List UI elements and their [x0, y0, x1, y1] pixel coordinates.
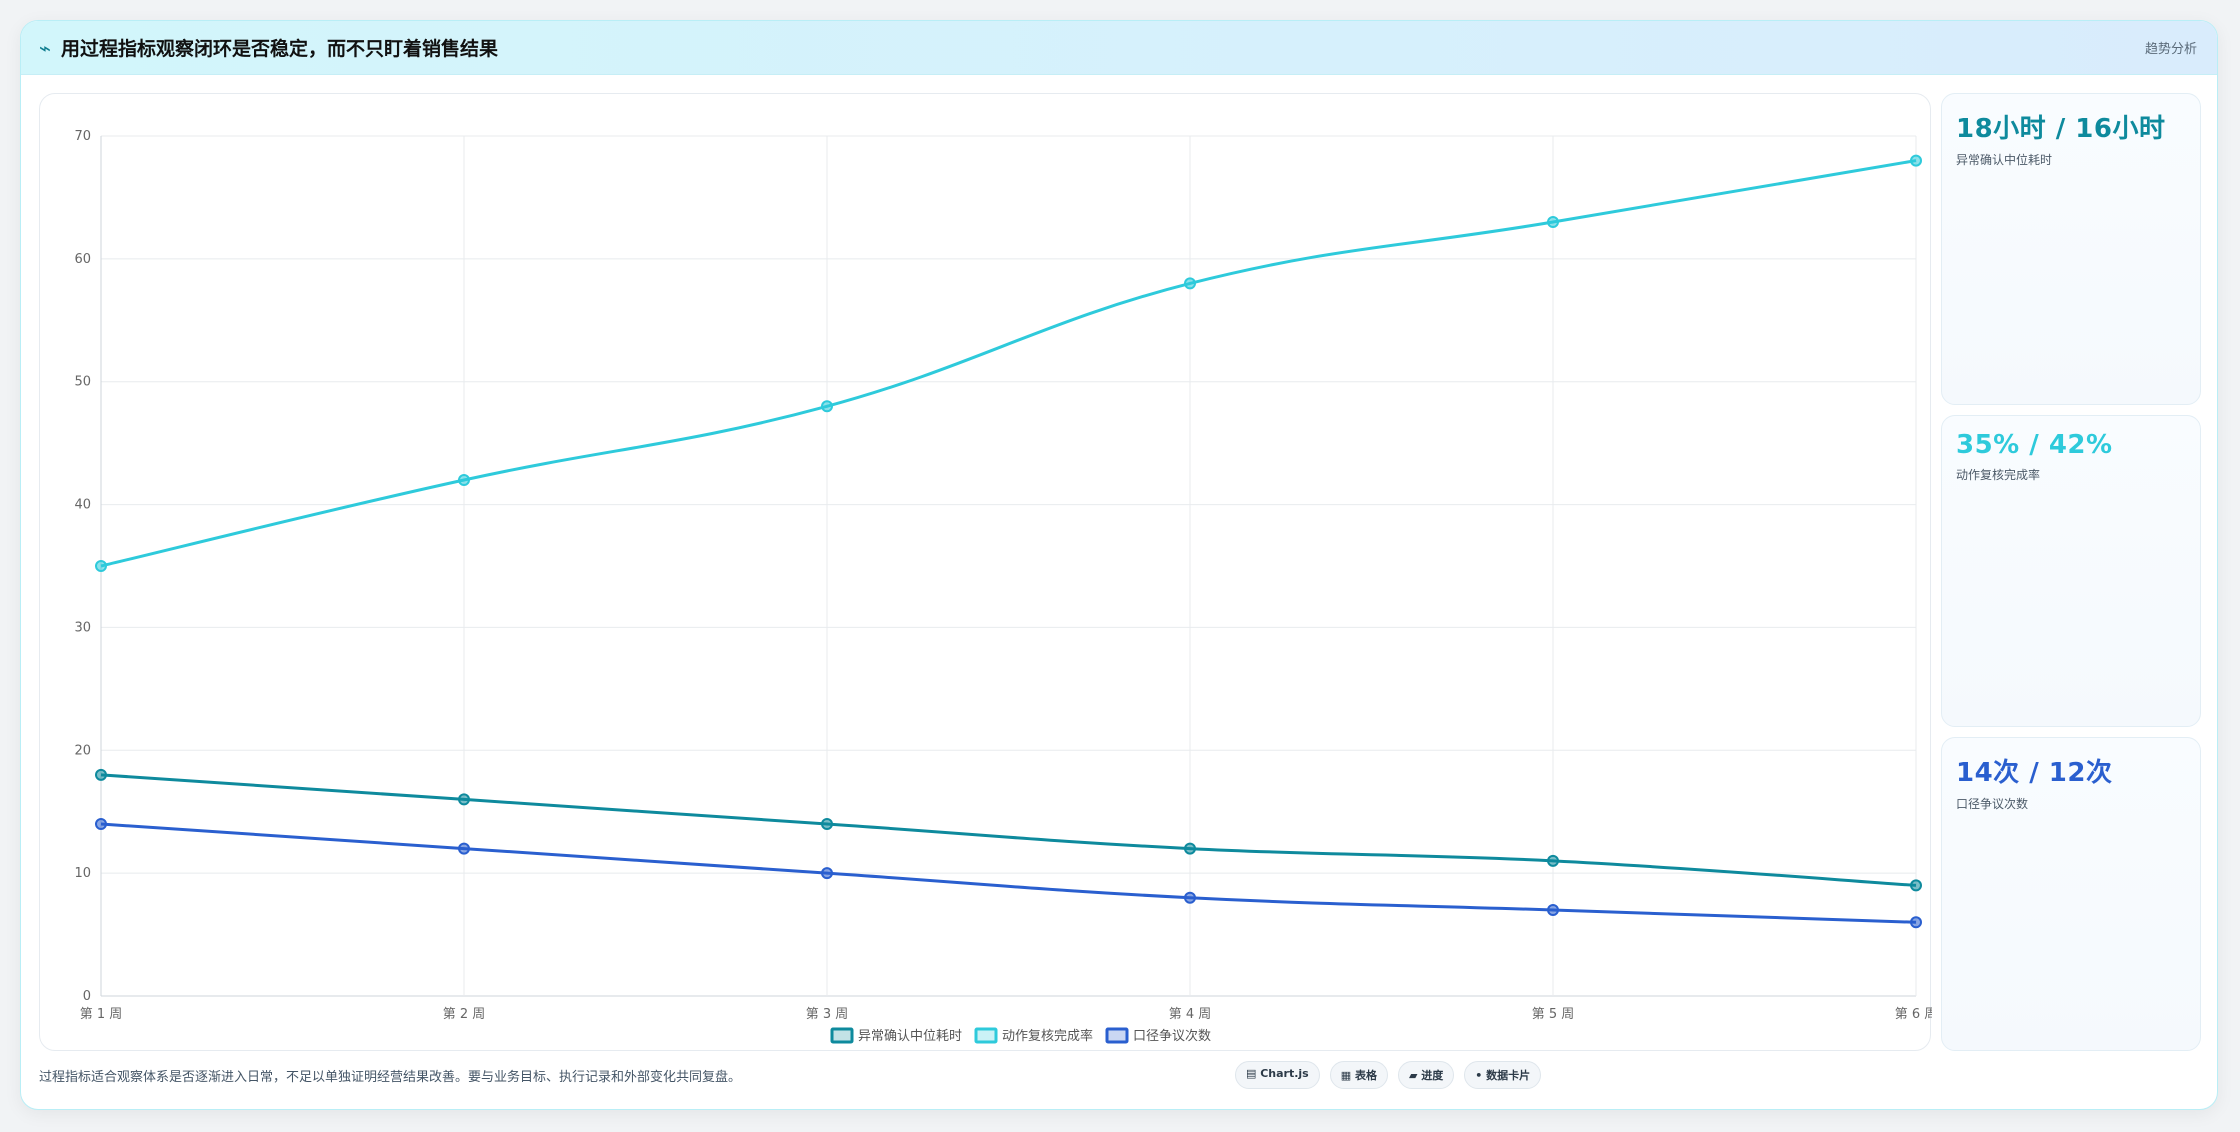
data-point	[821, 867, 833, 880]
chip-row: ▤ Chart.js ▦ 表格 ▰ 进度 • 数据卡片	[1235, 1061, 1542, 1089]
x-tick-label: 第 5 周	[1532, 1007, 1575, 1022]
chip-table[interactable]: ▦ 表格	[1329, 1061, 1388, 1089]
data-point	[1184, 277, 1196, 290]
legend-swatch	[830, 1027, 854, 1044]
legend-swatch	[1105, 1027, 1129, 1044]
data-point	[821, 818, 833, 830]
chart-panel: 0 10 20 30 40 50 60 70 第 1 周 第 2 周 第 3 周 第 4 周 第 5 周…	[39, 93, 1932, 1051]
card-header: ⌁ 用过程指标观察闭环是否稳定，而不只盯着销售结果 趋势分析	[21, 21, 2217, 75]
y-tick-label: 40	[74, 498, 91, 513]
y-tick-label: 20	[74, 743, 91, 758]
x-tick-label: 第 2 周	[443, 1007, 486, 1022]
data-point	[1547, 216, 1559, 228]
x-tick-label: 第 6 周	[1895, 1007, 1932, 1022]
data-point	[1547, 904, 1559, 916]
title-wrap: ⌁ 用过程指标观察闭环是否稳定，而不只盯着销售结果	[39, 34, 498, 61]
kpi-value: 35% / 42%	[1956, 430, 2113, 460]
kpi-sidebar: 18小时 / 16小时 异常确认中位耗时 35% / 42% 动作复核完成率 1…	[1941, 93, 2201, 1051]
kpi-label: 动作复核完成率	[1956, 468, 2041, 482]
kpi-label: 异常确认中位耗时	[1956, 153, 2053, 167]
kpi-value: 18小时 / 16小时	[1956, 114, 2166, 144]
data-point	[95, 560, 107, 572]
data-point	[1547, 854, 1559, 867]
trend-line-icon: ⌁	[39, 35, 52, 60]
kpi-card-confirm-time: 18小时 / 16小时 异常确认中位耗时	[1941, 93, 2201, 405]
y-tick-label: 30	[74, 620, 91, 635]
x-tick-label: 第 4 周	[1169, 1007, 1212, 1022]
series-line	[100, 159, 1917, 568]
x-tick-label: 第 1 周	[80, 1007, 123, 1022]
legend-swatch	[974, 1027, 998, 1044]
legend-label: 异常确认中位耗时	[858, 1029, 962, 1044]
line-chart: 0 10 20 30 40 50 60 70 第 1 周 第 2 周 第 3 周 第 4 周 第 5 周…	[74, 129, 1932, 1044]
y-tick-label: 70	[74, 129, 91, 144]
chip-progress[interactable]: ▰ 进度	[1397, 1061, 1455, 1089]
series-line	[100, 822, 1917, 924]
x-tick-label: 第 3 周	[806, 1007, 849, 1022]
data-point	[1910, 879, 1922, 892]
chip-chartjs[interactable]: ▤ Chart.js	[1235, 1061, 1320, 1089]
kpi-card-review-rate: 35% / 42% 动作复核完成率	[1941, 415, 2201, 727]
data-point	[821, 400, 833, 413]
legend-label: 口径争议次数	[1133, 1028, 1211, 1044]
trend-analysis-tag: 趋势分析	[2144, 42, 2197, 57]
series-line	[100, 773, 1917, 887]
y-tick-label: 60	[74, 252, 91, 267]
legend-label: 动作复核完成率	[1002, 1028, 1093, 1044]
kpi-label: 口径争议次数	[1956, 797, 2029, 811]
kpi-card-dispute-count: 14次 / 12次 口径争议次数	[1941, 737, 2201, 1051]
data-point	[458, 474, 470, 486]
kpi-value: 14次 / 12次	[1956, 758, 2113, 788]
footer-note: 过程指标适合观察体系是否逐渐进入日常，不足以单独证明经营结果改善。要与业务目标、…	[39, 1070, 742, 1085]
data-point	[95, 818, 107, 830]
data-point	[1184, 842, 1196, 855]
data-point	[95, 768, 107, 781]
chip-data-card[interactable]: • 数据卡片	[1464, 1061, 1542, 1089]
analysis-card: ⌁ 用过程指标观察闭环是否稳定，而不只盯着销售结果 趋势分析 0 10 20 30 40…	[20, 20, 2218, 1110]
card-title: 用过程指标观察闭环是否稳定，而不只盯着销售结果	[61, 38, 499, 60]
data-point	[1910, 154, 1922, 167]
y-tick-label: 10	[74, 866, 91, 881]
data-point	[458, 793, 470, 806]
data-point	[1910, 916, 1922, 929]
data-point	[458, 842, 470, 855]
y-tick-label: 50	[74, 375, 91, 390]
y-tick-label: 0	[83, 989, 91, 1004]
data-point	[1184, 891, 1196, 904]
